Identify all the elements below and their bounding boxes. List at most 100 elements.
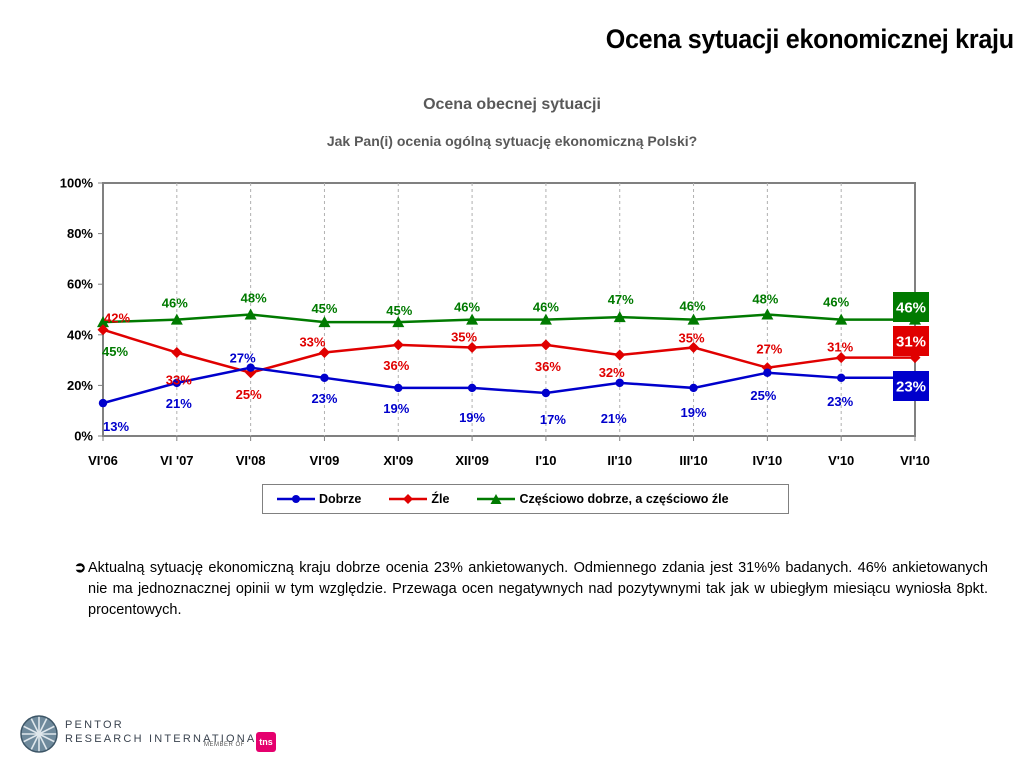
data-label: 23% <box>311 391 337 406</box>
legend-item-zle: Źle <box>389 492 449 506</box>
data-label: 42% <box>104 311 130 326</box>
data-point-triangle <box>835 313 848 325</box>
data-label: 47% <box>608 292 634 307</box>
data-label-box <box>893 371 929 401</box>
legend-marker-diamond-icon <box>389 494 428 504</box>
data-point-circle <box>615 378 624 388</box>
data-label: 35% <box>451 329 477 344</box>
page-title: Ocena sytuacji ekonomicznej kraju <box>605 24 1014 54</box>
x-tick-label: XII'09 <box>455 453 488 468</box>
data-label: 21% <box>601 411 627 426</box>
data-label-box <box>893 292 929 322</box>
data-point-diamond <box>540 339 552 351</box>
y-tick-label: 40% <box>67 327 93 342</box>
data-point-circle <box>836 373 846 383</box>
data-point-triangle <box>170 313 183 325</box>
data-label: 45% <box>311 301 337 316</box>
data-point-diamond <box>466 341 478 353</box>
legend-label: Źle <box>431 492 450 506</box>
data-point-triangle <box>613 311 626 323</box>
chart-subtitle: Jak Pan(i) ocenia ogólną sytuację ekonom… <box>326 133 698 149</box>
data-point-triangle <box>97 316 109 328</box>
series-line <box>102 366 915 405</box>
data-point-triangle <box>539 313 552 325</box>
data-label: 46% <box>454 300 480 315</box>
data-point-circle <box>246 363 255 372</box>
legend-label: Częściowo dobrze, a częściowo źle <box>519 492 729 506</box>
logo-text-line1: PENTOR <box>65 719 124 731</box>
data-point-triangle <box>318 316 331 328</box>
tns-logo: tns <box>256 732 276 752</box>
data-point-diamond <box>835 352 847 364</box>
summary-text: Aktualną sytuację ekonomiczną kraju dobr… <box>88 560 988 618</box>
data-label: 45% <box>102 344 128 359</box>
data-point-triangle <box>761 308 774 320</box>
data-label: 46% <box>896 300 926 317</box>
data-point-diamond <box>614 349 626 361</box>
legend-label: Dobrze <box>319 492 362 506</box>
data-point-circle <box>394 383 403 393</box>
line-chart: 0% 20% 40% 60% 80% 100% VI'06 VI '07 VI'08 VI'09 X… <box>60 176 930 469</box>
data-label: 27% <box>230 351 256 366</box>
summary-note: ➲ Aktualną sytuację ekonomiczną kraju do… <box>74 558 988 621</box>
data-label: 46% <box>680 299 706 314</box>
x-tick-label: IV'10 <box>752 453 782 468</box>
data-label: 36% <box>383 358 409 373</box>
data-label: 19% <box>383 401 409 416</box>
data-point-diamond <box>318 347 330 359</box>
data-label: 25% <box>236 387 262 402</box>
legend-marker-triangle-icon <box>477 494 516 504</box>
data-label: 33% <box>166 373 192 388</box>
data-point-diamond <box>97 324 109 336</box>
data-point-diamond <box>688 341 700 353</box>
data-label: 27% <box>756 342 782 357</box>
data-label: 21% <box>166 396 192 411</box>
y-tick-label: 0% <box>74 429 93 444</box>
legend-marker-circle-icon <box>277 495 315 503</box>
y-tick-label: 100% <box>60 176 94 191</box>
company-logo: PENTOR RESEARCH INTERNATIONAL MEMBER OF … <box>19 712 279 756</box>
y-tick-label: 60% <box>67 277 93 292</box>
data-label: 25% <box>750 388 776 403</box>
legend-item-dobrze: Dobrze <box>277 492 361 506</box>
data-label: 36% <box>535 359 561 374</box>
data-label: 31% <box>827 340 853 355</box>
x-tick-label: VI '07 <box>160 453 193 468</box>
data-label: 31% <box>896 334 926 351</box>
data-point-triangle <box>244 308 257 320</box>
data-label: 46% <box>533 300 559 315</box>
data-point-circle <box>98 398 108 408</box>
data-point-diamond <box>171 347 183 359</box>
series-line <box>102 313 915 324</box>
data-label: 35% <box>679 330 705 345</box>
x-tick-label: VI'08 <box>236 453 266 468</box>
x-tick-label: VI'09 <box>310 453 340 468</box>
data-label: 46% <box>823 295 849 310</box>
data-label: 23% <box>896 379 926 396</box>
logo-text-line2: RESEARCH INTERNATIONAL <box>65 733 265 745</box>
data-label: 19% <box>459 410 485 425</box>
data-point-diamond <box>392 339 404 351</box>
legend-item-czesciowo: Częściowo dobrze, a częściowo źle <box>477 492 729 506</box>
data-label-box <box>893 326 929 356</box>
data-point-circle <box>541 388 551 398</box>
plot-area <box>102 182 916 437</box>
x-tick-label: II'10 <box>607 453 632 468</box>
data-label: 45% <box>386 303 412 318</box>
data-point-circle <box>763 368 772 377</box>
data-label: 33% <box>299 335 325 350</box>
data-point-triangle <box>687 313 700 325</box>
data-label: 32% <box>599 365 625 380</box>
x-tick-label: VI'10 <box>900 453 930 468</box>
arrow-bullet-icon: ➲ <box>74 560 87 576</box>
data-label: 19% <box>681 405 707 420</box>
x-tick-label: XI'09 <box>383 453 413 468</box>
data-label: 48% <box>241 291 267 306</box>
y-tick-label: 80% <box>67 226 93 241</box>
data-label: 23% <box>827 394 853 409</box>
x-tick-label: VI'06 <box>88 453 118 468</box>
data-label: 46% <box>162 296 188 311</box>
data-point-circle <box>689 383 698 393</box>
chart-title: Ocena obecnej sytuacji <box>423 96 601 113</box>
x-tick-label: III'10 <box>679 453 707 468</box>
